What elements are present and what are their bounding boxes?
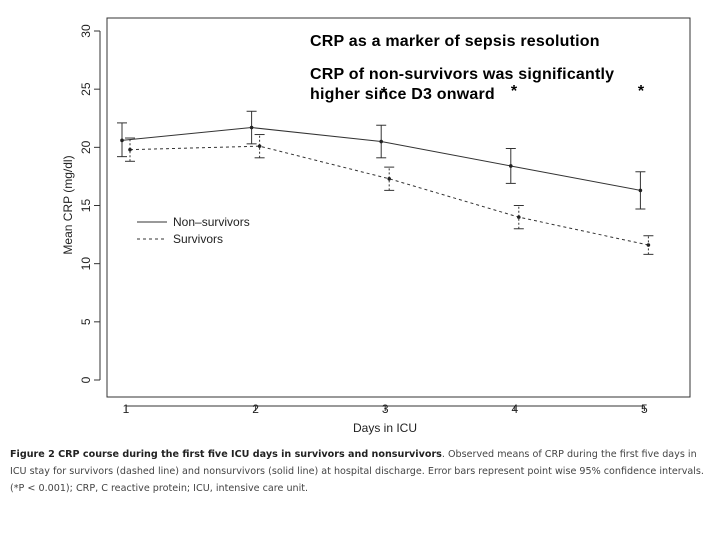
data-point xyxy=(638,188,643,193)
y-tick-label: 5 xyxy=(79,318,93,325)
significance-asterisk: * xyxy=(638,83,645,100)
x-tick-label: 3 xyxy=(382,402,389,416)
y-tick-label: 0 xyxy=(79,376,93,383)
figure-caption-title: Figure 2 CRP course during the first fiv… xyxy=(10,449,442,460)
x-tick-label: 5 xyxy=(641,402,648,416)
y-tick-label: 15 xyxy=(79,199,93,213)
x-tick-label: 4 xyxy=(511,402,518,416)
significance-asterisk: * xyxy=(511,83,518,100)
data-point xyxy=(517,215,521,219)
plot-frame xyxy=(106,17,691,398)
data-point xyxy=(120,138,124,143)
x-tick-label: 1 xyxy=(123,402,130,416)
crp-line-chart: 0 5 10 15 20 25 30 1 2 3 4 5 Days in ICU Mean CRP (mg… xyxy=(61,17,691,435)
figure-caption-text: . Observed means of CRP during the first… xyxy=(10,449,704,494)
data-point xyxy=(646,243,651,247)
figure-panel: 0 5 10 15 20 25 30 1 2 3 4 5 Days in ICU Mean CRP (mg… xyxy=(10,17,714,497)
y-axis-title: Mean CRP (mg/dl) xyxy=(61,155,75,254)
data-point xyxy=(128,147,132,152)
data-point xyxy=(509,164,513,168)
chart-annotation-title: CRP as a marker of sepsis resolution xyxy=(310,33,600,50)
legend-label: Survivors xyxy=(173,232,223,246)
figure-caption: Figure 2 CRP course during the first fiv… xyxy=(10,446,714,497)
data-point xyxy=(249,125,254,130)
series-line-1 xyxy=(129,145,649,246)
chart-annotation-line2: higher since D3 onward xyxy=(310,86,495,103)
chart-annotation-line1: CRP of non-survivors was significantly xyxy=(310,66,615,83)
legend-label: Non–survivors xyxy=(173,215,250,229)
y-tick-label: 30 xyxy=(79,24,93,38)
y-tick-label: 10 xyxy=(79,257,93,271)
x-axis-title: Days in ICU xyxy=(353,421,417,435)
data-point xyxy=(257,144,262,148)
significance-asterisk: * xyxy=(381,85,388,102)
y-tick-label: 20 xyxy=(79,140,93,154)
x-tick-label: 2 xyxy=(252,402,259,416)
y-tick-label: 25 xyxy=(79,82,93,96)
data-point xyxy=(379,139,384,144)
data-point xyxy=(387,176,392,181)
